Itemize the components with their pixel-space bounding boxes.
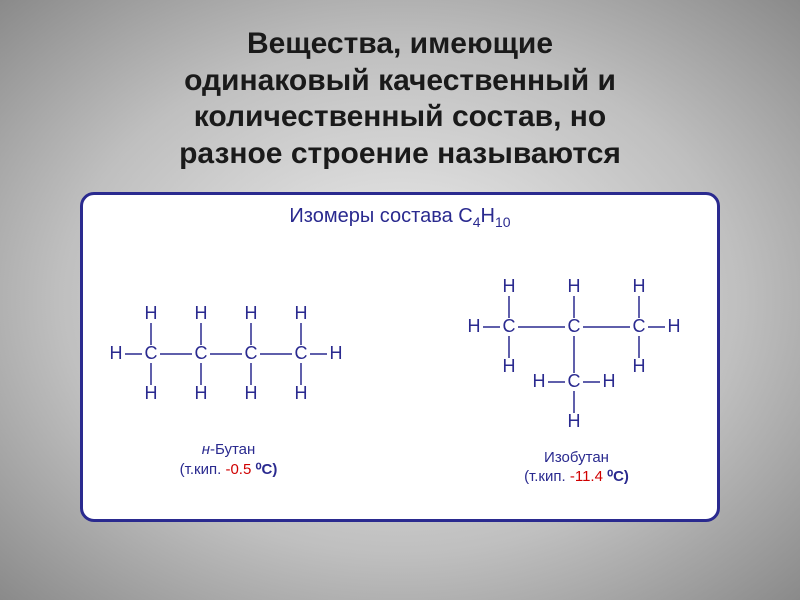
- svg-text:H: H: [330, 343, 343, 363]
- formula-sub-2: 10: [495, 214, 511, 230]
- title-line-3: количественный состав, но: [194, 100, 606, 133]
- svg-text:H: H: [145, 303, 158, 323]
- title-line-2: одинаковый качественный и: [184, 64, 616, 97]
- svg-text:H: H: [145, 383, 158, 403]
- svg-text:H: H: [245, 303, 258, 323]
- svg-text:H: H: [110, 343, 123, 363]
- svg-text:H: H: [668, 316, 681, 336]
- svg-text:C: C: [503, 316, 516, 336]
- isobutane-bp-value: -11.4: [570, 468, 603, 485]
- svg-text:H: H: [633, 356, 646, 376]
- butane-bp-value: -0.5: [225, 461, 251, 478]
- svg-text:H: H: [533, 371, 546, 391]
- svg-text:H: H: [245, 383, 258, 403]
- svg-text:H: H: [503, 276, 516, 296]
- butane-block: CCCCHHHHHHHHHH н-Бутан (т.кип. -0.5 ⁰С): [101, 264, 356, 479]
- butane-bp-unit: ⁰С): [251, 461, 277, 478]
- isobutane-bp-label: (т.кип.: [524, 468, 570, 485]
- formula-h: H: [481, 205, 495, 227]
- butane-caption: н-Бутан (т.кип. -0.5 ⁰С): [180, 440, 278, 479]
- svg-text:H: H: [633, 276, 646, 296]
- panel-title-text: Изомеры состава C: [289, 205, 472, 227]
- isomer-panel: Изомеры состава C4H10 CCCCHHHHHHHHHH н-Б…: [80, 192, 720, 522]
- formula-sub-1: 4: [473, 214, 481, 230]
- butane-bp-label: (т.кип.: [180, 461, 226, 478]
- svg-text:H: H: [503, 356, 516, 376]
- svg-text:H: H: [568, 411, 581, 431]
- isobutane-structure: CCCCHHHHHHHHHH: [454, 257, 699, 442]
- isobutane-bp-unit: ⁰С): [603, 468, 629, 485]
- svg-text:H: H: [195, 383, 208, 403]
- isobutane-name: Изобутан: [544, 449, 609, 466]
- butane-name-prefix: н: [202, 441, 210, 458]
- title-line-4: разное строение называются: [179, 137, 621, 170]
- slide: Вещества, имеющие одинаковый качественны…: [0, 0, 800, 600]
- svg-text:C: C: [568, 316, 581, 336]
- diagram-row: CCCCHHHHHHHHHH н-Бутан (т.кип. -0.5 ⁰С) …: [101, 238, 699, 505]
- slide-title: Вещества, имеющие одинаковый качественны…: [139, 0, 661, 182]
- butane-structure: CCCCHHHHHHHHHH: [101, 264, 356, 434]
- title-line-1: Вещества, имеющие: [247, 27, 553, 60]
- isobutane-block: CCCCHHHHHHHHHH Изобутан (т.кип. -11.4 ⁰С…: [454, 257, 699, 487]
- svg-text:C: C: [633, 316, 646, 336]
- svg-text:C: C: [245, 343, 258, 363]
- svg-text:C: C: [568, 371, 581, 391]
- svg-text:C: C: [195, 343, 208, 363]
- isobutane-caption: Изобутан (т.кип. -11.4 ⁰С): [524, 448, 629, 487]
- svg-text:H: H: [568, 276, 581, 296]
- svg-text:H: H: [195, 303, 208, 323]
- svg-text:H: H: [295, 303, 308, 323]
- panel-title: Изомеры состава C4H10: [289, 205, 510, 230]
- svg-text:C: C: [145, 343, 158, 363]
- svg-text:C: C: [295, 343, 308, 363]
- butane-name: -Бутан: [210, 441, 255, 458]
- svg-text:H: H: [603, 371, 616, 391]
- svg-text:H: H: [295, 383, 308, 403]
- svg-text:H: H: [468, 316, 481, 336]
